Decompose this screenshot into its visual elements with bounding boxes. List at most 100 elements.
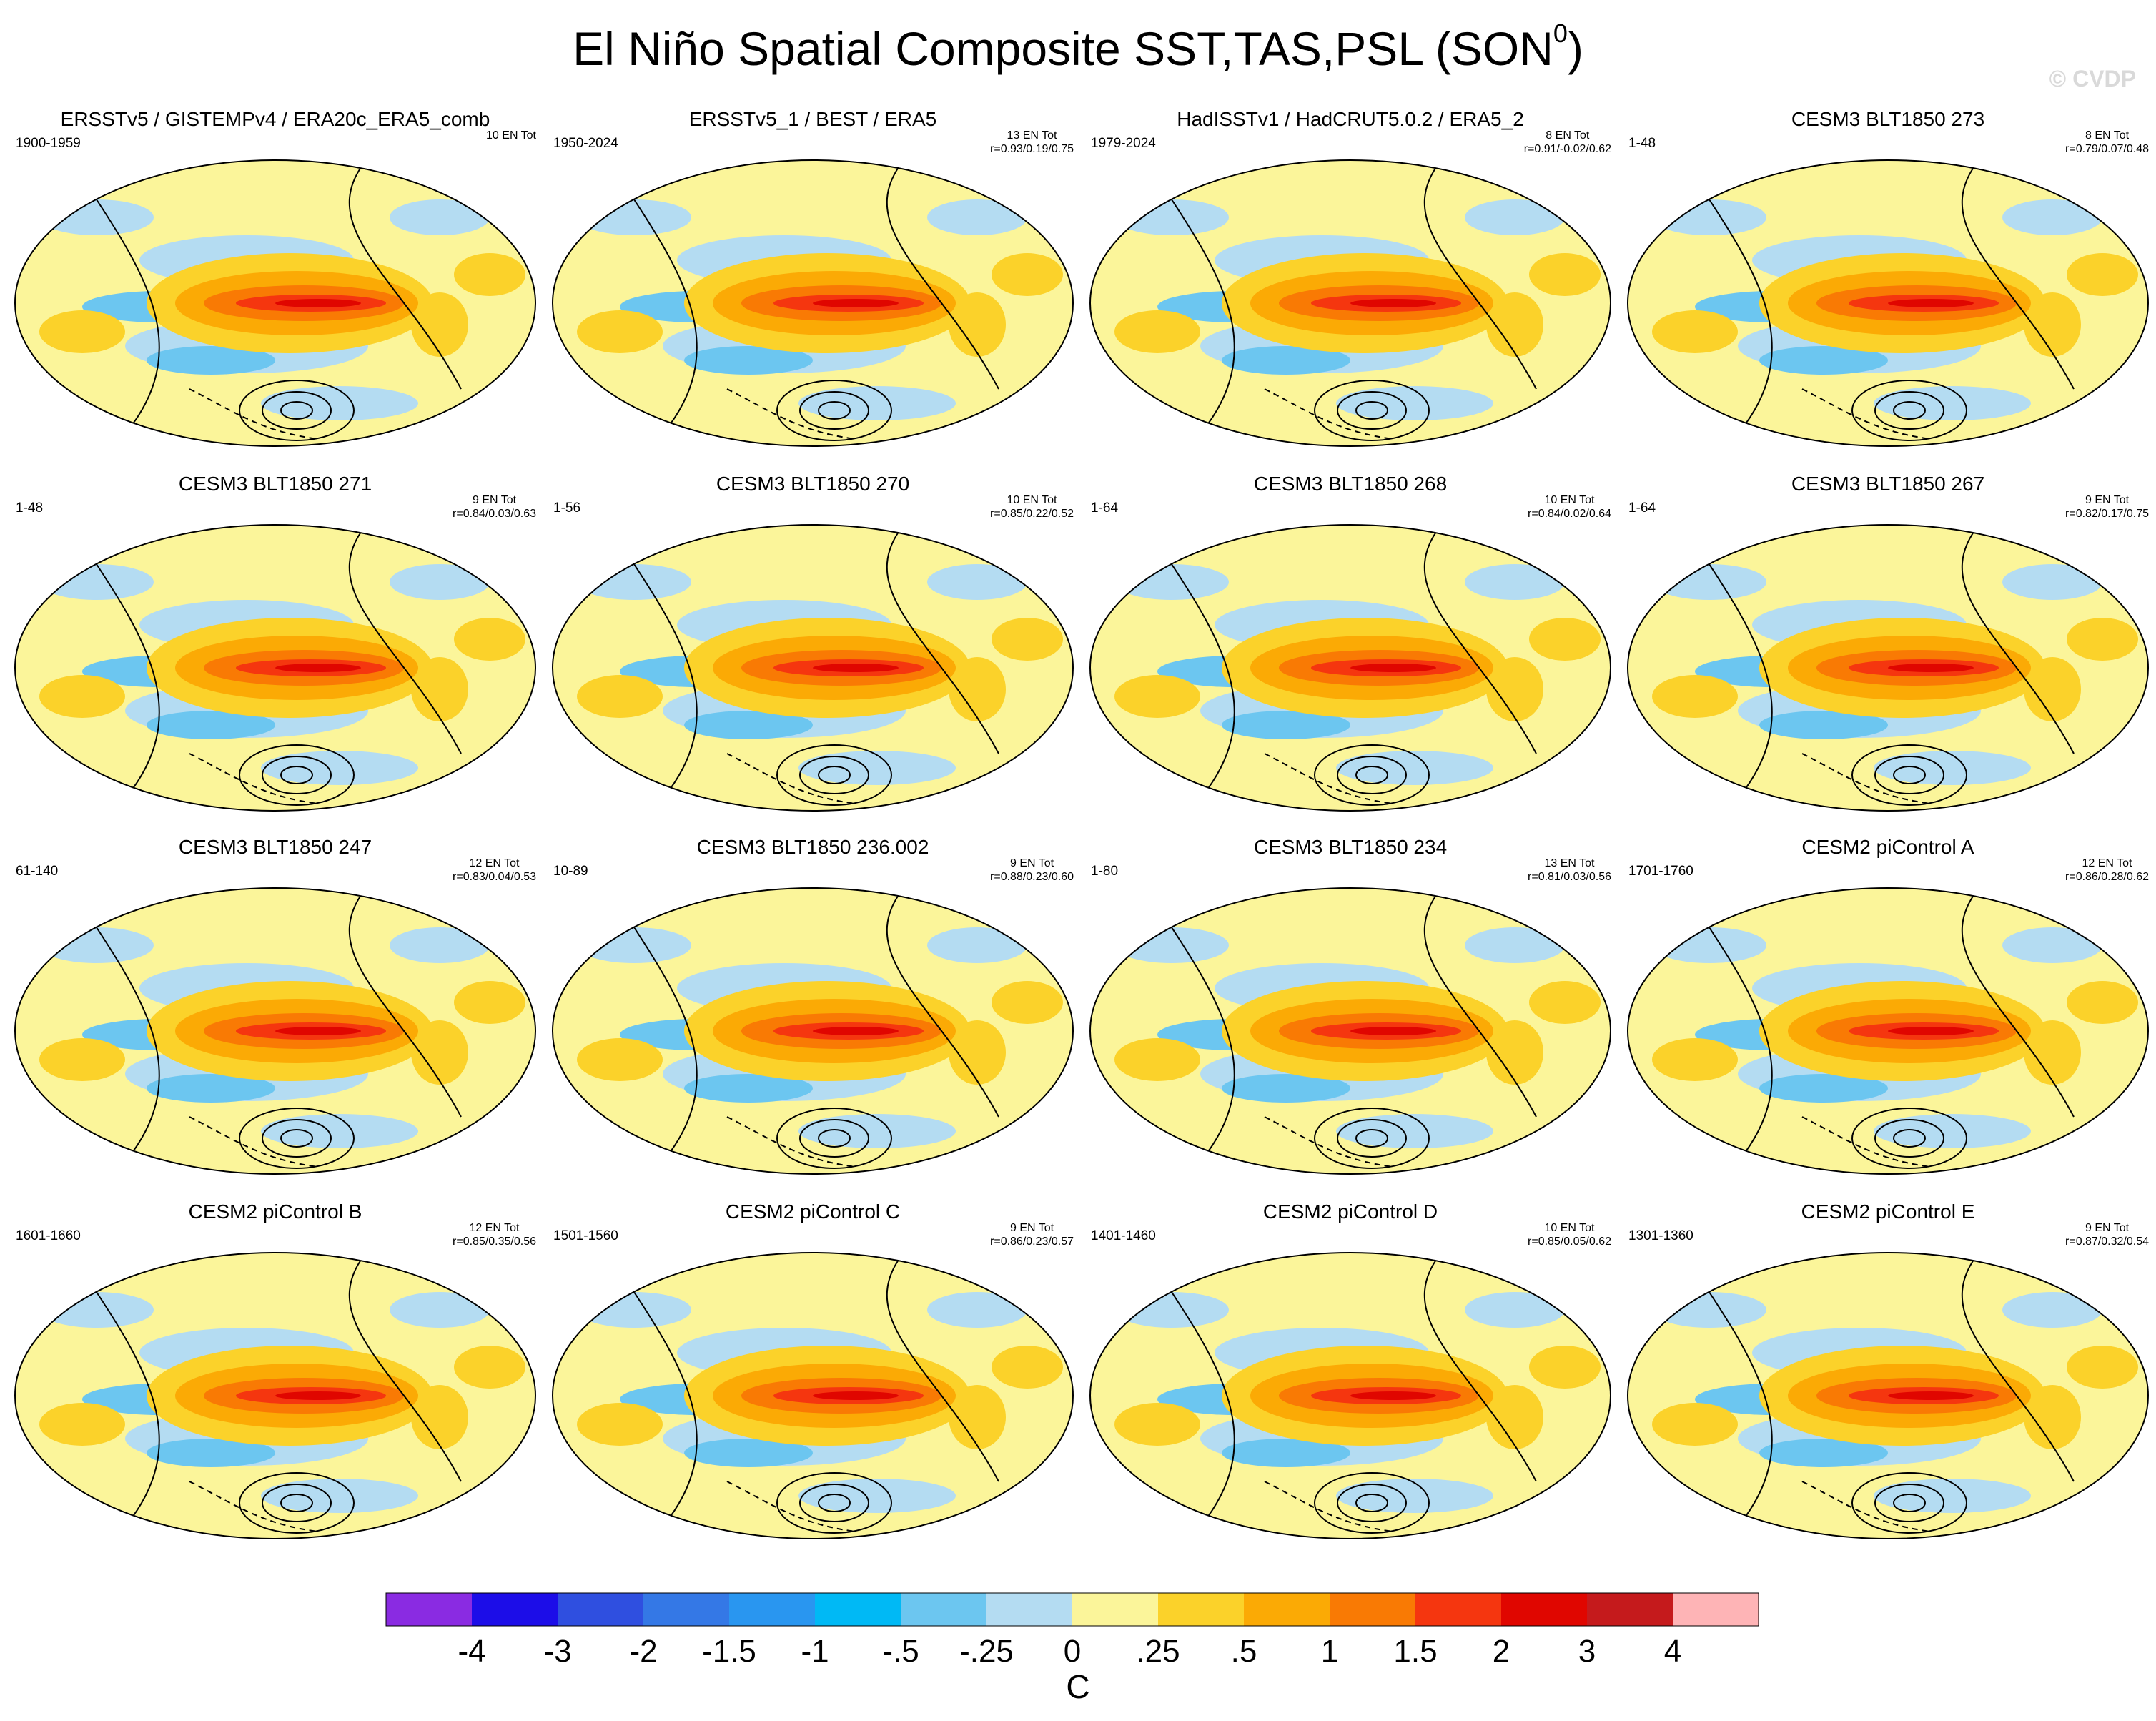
globe-map — [552, 524, 1074, 812]
panel-period: 1950-2024 — [553, 136, 618, 151]
panel-period: 61-140 — [16, 864, 59, 879]
panel-period: 1-80 — [1091, 864, 1119, 879]
panel-event-count: 13 EN Tot — [1544, 857, 1595, 869]
colorbar-tick-label: .5 — [1230, 1634, 1257, 1669]
colorbar-tick-label: -3 — [543, 1634, 572, 1669]
globe-map — [1089, 1252, 1611, 1539]
panel-period: 1-48 — [16, 500, 44, 516]
globe-map — [552, 887, 1074, 1175]
colorbar-tick-label: 1.5 — [1393, 1634, 1438, 1669]
map-panel: CESM2 piControl E 1301-1360 9 EN Tot r=0.87… — [1620, 1200, 2156, 1572]
map-panel: CESM2 piControl B 1601-1660 12 EN Tot r=0.8… — [7, 1200, 543, 1572]
panel-title: CESM2 piControl B — [188, 1200, 362, 1223]
globe-map — [1089, 524, 1611, 812]
colorbar-swatch — [815, 1593, 901, 1626]
map-panel: CESM2 piControl C 1501-1560 9 EN Tot r=0.86… — [545, 1200, 1081, 1572]
colorbar-swatch — [472, 1593, 558, 1626]
globe-map — [1627, 887, 2149, 1175]
colorbar-tick-label: -.25 — [959, 1634, 1014, 1669]
map-panel: CESM3 BLT1850 273 1-48 8 EN Tot r=0.79/0.07… — [1620, 107, 2156, 479]
globe-map — [1089, 887, 1611, 1175]
map-panel: CESM3 BLT1850 268 1-64 10 EN Tot r=0.84/0.0… — [1082, 472, 1618, 844]
panel-period: 1401-1460 — [1091, 1228, 1156, 1243]
panel-pattern-correlation: r=0.81/0.03/0.56 — [1528, 871, 1611, 883]
panel-stats: 12 EN Tot r=0.83/0.04/0.53 — [453, 857, 536, 884]
panel-event-count: 12 EN Tot — [469, 857, 520, 869]
panel-title: ERSSTv5 / GISTEMPv4 / ERA20c_ERA5_comb — [60, 108, 490, 130]
colorbar-tick-label: 3 — [1578, 1634, 1596, 1669]
map-panel: ERSSTv5 / GISTEMPv4 / ERA20c_ERA5_comb 19… — [7, 107, 543, 479]
panel-title: CESM2 piControl E — [1801, 1200, 1975, 1223]
map-panel: CESM3 BLT1850 236.002 10-89 9 EN Tot r=0.88… — [545, 835, 1081, 1207]
panel-period: 1601-1660 — [16, 1228, 81, 1243]
globe-map — [552, 1252, 1074, 1539]
panel-event-count: 8 EN Tot — [1546, 129, 1590, 142]
panel-period: 1301-1360 — [1628, 1228, 1693, 1243]
panel-stats: 13 EN Tot r=0.81/0.03/0.56 — [1528, 857, 1611, 884]
panel-stats: 8 EN Tot r=0.79/0.07/0.48 — [2065, 129, 2149, 156]
panel-pattern-correlation: r=0.85/0.05/0.62 — [1528, 1236, 1611, 1248]
panel-stats: 8 EN Tot r=0.91/-0.02/0.62 — [1524, 129, 1611, 156]
globe-map — [14, 1252, 536, 1539]
map-panel: CESM2 piControl A 1701-1760 12 EN Tot r=0.8… — [1620, 835, 2156, 1207]
panel-pattern-correlation: r=0.83/0.04/0.53 — [453, 871, 536, 883]
panel-pattern-correlation: r=0.84/0.02/0.64 — [1528, 508, 1611, 520]
map-panel: CESM3 BLT1850 270 1-56 10 EN Tot r=0.85/0.2… — [545, 472, 1081, 844]
globe-map — [1089, 159, 1611, 447]
panel-pattern-correlation: r=0.79/0.07/0.48 — [2065, 143, 2149, 155]
panel-pattern-correlation: r=0.84/0.03/0.63 — [453, 508, 536, 520]
panel-stats: 10 EN Tot — [486, 129, 536, 142]
colorbar-swatch — [1587, 1593, 1673, 1626]
panel-event-count: 10 EN Tot — [1544, 1222, 1595, 1234]
watermark: © CVDP — [2049, 66, 2136, 92]
panel-stats: 10 EN Tot r=0.85/0.22/0.52 — [990, 493, 1074, 521]
colorbar-tick-label: -.5 — [882, 1634, 919, 1669]
panel-pattern-correlation: r=0.87/0.32/0.54 — [2065, 1236, 2149, 1248]
colorbar: -4 -3 -2 -1.5 -1 -.5 -.25 0 .25 .5 1 1.5 2 3 4 C — [0, 1587, 2156, 1721]
panel-title: HadISSTv1 / HadCRUT5.0.2 / ERA5_2 — [1177, 108, 1524, 130]
panel-period: 1-64 — [1628, 500, 1656, 516]
panel-title: CESM3 BLT1850 268 — [1253, 473, 1448, 495]
panel-grid: ERSSTv5 / GISTEMPv4 / ERA20c_ERA5_comb 19… — [7, 107, 2156, 1572]
panel-pattern-correlation: r=0.86/0.28/0.62 — [2065, 871, 2149, 883]
panel-stats: 12 EN Tot r=0.85/0.35/0.56 — [453, 1221, 536, 1248]
panel-title: CESM2 piControl A — [1801, 836, 1974, 858]
panel-title: CESM3 BLT1850 270 — [716, 473, 910, 495]
globe-map — [1627, 159, 2149, 447]
colorbar-swatch — [1072, 1593, 1158, 1626]
panel-stats: 12 EN Tot r=0.86/0.28/0.62 — [2065, 857, 2149, 884]
panel-pattern-correlation: r=0.82/0.17/0.75 — [2065, 508, 2149, 520]
panel-event-count: 10 EN Tot — [1007, 494, 1057, 506]
globe-map — [552, 159, 1074, 447]
panel-event-count: 10 EN Tot — [1544, 494, 1595, 506]
colorbar-swatch — [558, 1593, 643, 1626]
colorbar-swatch — [1330, 1593, 1415, 1626]
colorbar-swatches — [385, 1592, 1759, 1627]
panel-period: 1-64 — [1091, 500, 1119, 516]
colorbar-tick-label: -2 — [629, 1634, 658, 1669]
colorbar-tick-label: 2 — [1492, 1634, 1510, 1669]
panel-period: 1701-1760 — [1628, 864, 1693, 879]
map-panel: CESM3 BLT1850 247 61-140 12 EN Tot r=0.83/0… — [7, 835, 543, 1207]
panel-event-count: 9 EN Tot — [472, 494, 517, 506]
panel-stats: 9 EN Tot r=0.86/0.23/0.57 — [990, 1221, 1074, 1248]
panel-period: 1-56 — [553, 500, 581, 516]
map-panel: CESM3 BLT1850 267 1-64 9 EN Tot r=0.82/0.17… — [1620, 472, 2156, 844]
map-panel: HadISSTv1 / HadCRUT5.0.2 / ERA5_2 1979-20… — [1082, 107, 1618, 479]
colorbar-swatch — [1415, 1593, 1501, 1626]
colorbar-swatch — [386, 1593, 472, 1626]
panel-pattern-correlation: r=0.85/0.35/0.56 — [453, 1236, 536, 1248]
panel-title: CESM3 BLT1850 234 — [1253, 836, 1448, 858]
figure-title-superscript: 0 — [1553, 19, 1568, 48]
panel-stats: 13 EN Tot r=0.93/0.19/0.75 — [990, 129, 1074, 156]
panel-event-count: 12 EN Tot — [469, 1222, 520, 1234]
panel-event-count: 9 EN Tot — [1009, 857, 1054, 869]
colorbar-unit-label: C — [1066, 1668, 1090, 1705]
colorbar-swatch — [1158, 1593, 1244, 1626]
colorbar-swatch — [643, 1593, 729, 1626]
panel-pattern-correlation: r=0.85/0.22/0.52 — [990, 508, 1074, 520]
globe-map — [14, 159, 536, 447]
panel-title: ERSSTv5_1 / BEST / ERA5 — [688, 108, 937, 130]
panel-stats: 9 EN Tot r=0.87/0.32/0.54 — [2065, 1221, 2149, 1248]
panel-title: CESM3 BLT1850 271 — [178, 473, 372, 495]
